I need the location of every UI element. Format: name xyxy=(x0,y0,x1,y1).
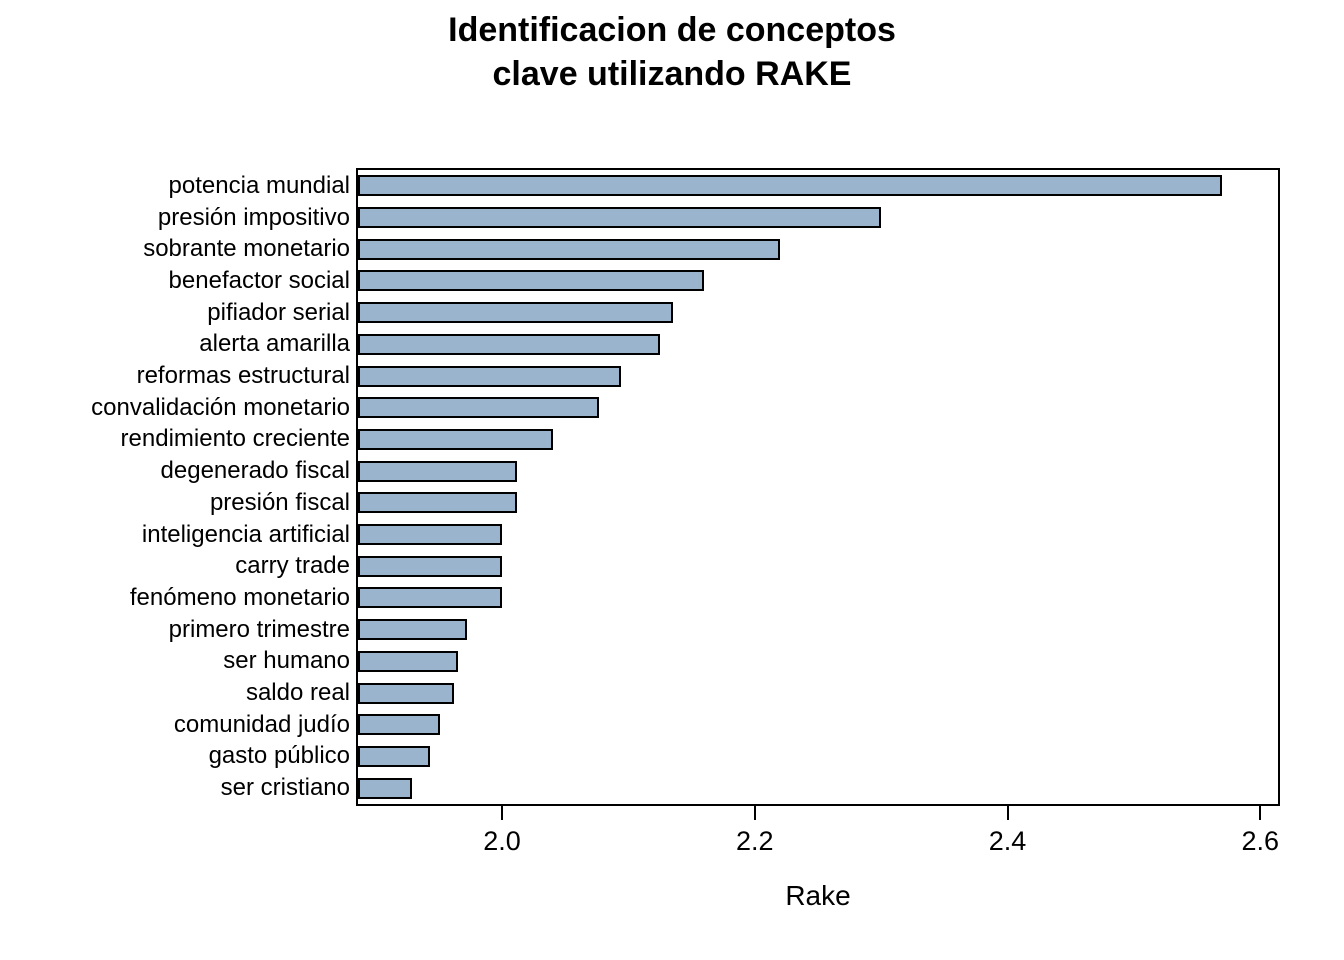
bar-saldo-real xyxy=(358,682,454,704)
category-label: potencia mundial xyxy=(168,171,350,199)
bar-rendimiento-creciente xyxy=(358,428,553,450)
category-label: alerta amarilla xyxy=(199,330,350,358)
x-axis-tick-label: 2.6 xyxy=(1241,826,1280,856)
x-axis-tick-label: 2.4 xyxy=(988,826,1027,856)
category-label: pifiador serial xyxy=(207,298,350,326)
bar-primero-trimestre xyxy=(358,619,467,641)
bar-inteligencia-artificial xyxy=(358,524,502,546)
category-label: primero trimestre xyxy=(168,615,350,643)
x-axis-tick-label: 2.2 xyxy=(736,826,774,856)
x-axis-tick xyxy=(1259,806,1262,820)
category-label: gasto público xyxy=(208,742,350,770)
category-label: rendimiento creciente xyxy=(120,425,350,453)
category-label: reformas estructural xyxy=(136,362,350,390)
bar-degenerado-fiscal xyxy=(358,460,517,482)
x-axis-tick xyxy=(753,806,756,820)
bar-alerta-amarilla xyxy=(358,333,660,355)
plot-area xyxy=(356,168,1280,806)
bar-ser-cristiano xyxy=(358,777,412,799)
category-label: presión fiscal xyxy=(209,488,350,516)
chart-title: Identificacion de conceptos clave utiliz… xyxy=(0,8,1344,96)
category-label: inteligencia artificial xyxy=(141,520,350,548)
bar-presión-impositivo xyxy=(358,207,881,229)
x-axis-title: Rake xyxy=(785,880,851,911)
bar-benefactor-social xyxy=(358,270,704,292)
category-label: fenómeno monetario xyxy=(129,583,350,611)
category-label: convalidación monetario xyxy=(91,393,350,421)
x-axis-tick xyxy=(1006,806,1009,820)
bar-pifiador-serial xyxy=(358,302,673,324)
category-label: saldo real xyxy=(245,679,350,707)
chart-title-line-1: Identificacion de conceptos xyxy=(448,11,896,49)
bar-gasto-público xyxy=(358,745,430,767)
bar-carry-trade xyxy=(358,555,502,577)
category-label: ser humano xyxy=(223,647,350,675)
category-label: ser cristiano xyxy=(220,774,350,802)
category-label: sobrante monetario xyxy=(143,235,350,263)
x-axis-tick xyxy=(501,806,504,820)
bar-sobrante-monetario xyxy=(358,238,780,260)
bar-comunidad-judío xyxy=(358,714,440,736)
bar-convalidación-monetario xyxy=(358,397,599,419)
bar-fenómeno-monetario xyxy=(358,587,502,609)
category-label: comunidad judío xyxy=(173,710,350,738)
category-label: degenerado fiscal xyxy=(160,457,350,485)
category-label: presión impositivo xyxy=(157,203,350,231)
x-axis-tick-label: 2.0 xyxy=(483,826,521,856)
bar-potencia-mundial xyxy=(358,175,1222,197)
category-label: benefactor social xyxy=(168,266,350,294)
category-label: carry trade xyxy=(235,552,350,580)
bar-presión-fiscal xyxy=(358,492,517,514)
bar-reformas-estructural xyxy=(358,365,621,387)
bar-ser-humano xyxy=(358,650,458,672)
chart-title-line-2: clave utilizando RAKE xyxy=(492,55,852,93)
